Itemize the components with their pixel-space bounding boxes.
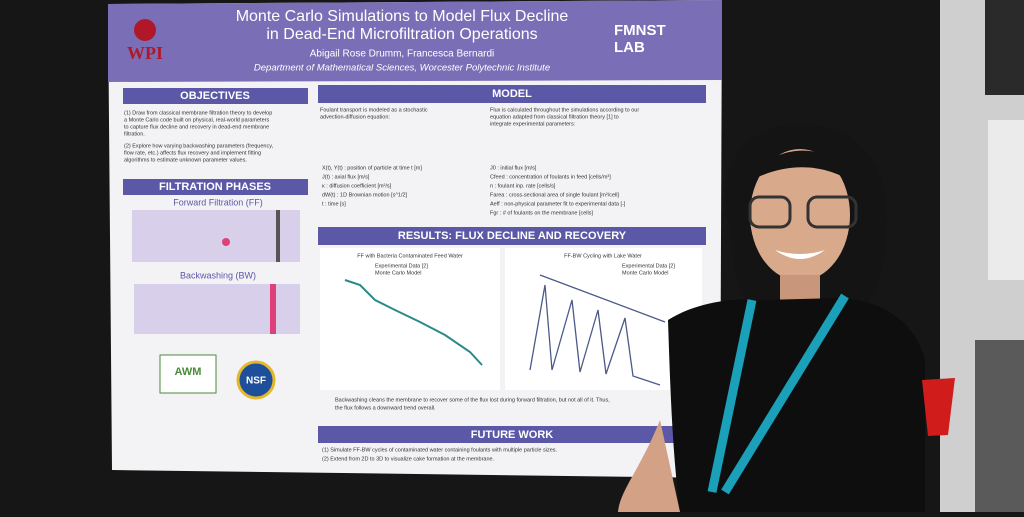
plot-panel <box>320 248 500 390</box>
legend-item: Experimental Data [2] <box>375 263 428 269</box>
parameter: Fgr : # of foulants on the membrane [cel… <box>490 210 593 216</box>
poster-title: in Dead-End Microfiltration Operations <box>266 26 537 43</box>
legend-item: Experimental Data [2] <box>622 263 675 269</box>
objective-line: algorithms to estimate unknown parameter… <box>124 157 247 163</box>
plot-panel <box>505 248 702 390</box>
sponsor-logo <box>159 354 217 394</box>
filtration-diagram <box>132 210 300 262</box>
parameter: J0 : initial flux [m/s] <box>490 165 537 171</box>
bangs <box>752 150 856 185</box>
glasses <box>806 195 858 229</box>
section-header <box>318 227 706 245</box>
sponsor-name: NSF <box>246 376 266 387</box>
future-item: (1) Simulate FF-BW cycles of contaminate… <box>322 447 558 453</box>
section-header <box>318 85 706 103</box>
section-heading: RESULTS: FLUX DECLINE AND RECOVERY <box>398 230 627 242</box>
objective-line: filtration. <box>124 131 145 137</box>
phase-label: Backwashing (BW) <box>180 270 256 280</box>
authors: Abigail Rose Drumm, Francesca Bernardi <box>310 49 495 60</box>
lanyard <box>707 293 849 495</box>
glasses <box>748 195 792 229</box>
logo-seal <box>134 19 156 41</box>
face <box>750 149 850 281</box>
membrane <box>276 210 280 262</box>
parameter: Farea : cross-sectional area of single f… <box>490 192 619 198</box>
affiliation: Department of Mathematical Sciences, Wor… <box>254 63 550 74</box>
plot-title: FF-BW Cycling with Lake Water <box>564 253 642 259</box>
objective-line: (2) Explore how varying backwashing para… <box>124 143 274 149</box>
section-header <box>123 88 308 104</box>
legend-item: Monte Carlo Model <box>375 270 421 276</box>
plot-line <box>344 279 483 366</box>
definition: X(t), Y(t) : position of particle at tim… <box>322 165 422 171</box>
poster-header <box>108 0 722 82</box>
section-header <box>123 179 308 195</box>
logo-left: WPI <box>127 43 163 63</box>
section-heading: MODEL <box>492 88 532 100</box>
section-heading: FUTURE WORK <box>471 429 554 441</box>
caption-line: the flux follows a downward trend overal… <box>335 405 436 411</box>
legend-item: Monte Carlo Model <box>622 270 668 276</box>
parameter: n : foulant inp. rate [cells/s] <box>490 183 556 189</box>
plot-title: FF with Bacteria Contaminated Feed Water <box>357 253 463 259</box>
objective-line: to capture flux decline and recovery in … <box>124 124 269 130</box>
sponsor-logo <box>236 360 276 400</box>
objective-line: a Monte Carlo code built on physical, re… <box>124 117 269 123</box>
definition: t : time [s] <box>322 201 346 207</box>
plot-line <box>529 274 666 386</box>
section-heading: FILTRATION PHASES <box>159 181 271 193</box>
future-item: (2) Extend from 2D to 3D to visualize ca… <box>322 456 495 462</box>
poster-title: Monte Carlo Simulations to Model Flux De… <box>236 8 569 25</box>
phase-label: Forward Filtration (FF) <box>173 197 263 207</box>
red-cup <box>922 378 955 436</box>
smile <box>775 250 825 259</box>
membrane <box>270 284 276 334</box>
sponsor-name: AWM <box>175 366 202 378</box>
parameter: Aeff : non-physical parameter fit to exp… <box>490 201 626 207</box>
arm <box>618 420 680 512</box>
logo-right: FMNST <box>614 22 666 39</box>
top <box>668 298 925 512</box>
particle <box>222 238 230 246</box>
caption: Backwashing cleans the membrane to recov… <box>335 397 610 411</box>
parameter: Cfeed : concentration of foulants in fee… <box>490 174 611 180</box>
neighbor-poster <box>988 120 1024 280</box>
objective-line: flow rate, etc.) affects flux recovery a… <box>124 150 261 156</box>
booth-floor <box>975 340 1024 512</box>
logo-right: LAB <box>614 39 645 56</box>
definition: J(t) : axial flux [m/s] <box>322 174 370 180</box>
definition: dW(t) : 1D Brownian motion [s^1/2] <box>322 192 408 198</box>
objectives-text: (1) Draw from classical membrane filtrat… <box>124 110 274 163</box>
objective-line: (1) Draw from classical membrane filtrat… <box>124 110 272 116</box>
model-line: Flux is calculated throughout the simula… <box>490 107 639 113</box>
model-line: advection-diffusion equation: <box>320 114 390 120</box>
section-heading: OBJECTIVES <box>180 90 250 102</box>
section-header <box>318 426 706 443</box>
booth-window <box>985 0 1024 95</box>
model-line: equation adapted from classical filtrati… <box>490 114 619 120</box>
model-line: integrate experimental parameters: <box>490 121 576 127</box>
caption-line: Backwashing cleans the membrane to recov… <box>335 397 610 403</box>
model-line: Foulant transport is modeled as a stocha… <box>320 107 428 113</box>
model-text: Foulant transport is modeled as a stocha… <box>320 107 639 216</box>
definition: κ : diffusion coefficient [m²/s] <box>322 183 392 189</box>
